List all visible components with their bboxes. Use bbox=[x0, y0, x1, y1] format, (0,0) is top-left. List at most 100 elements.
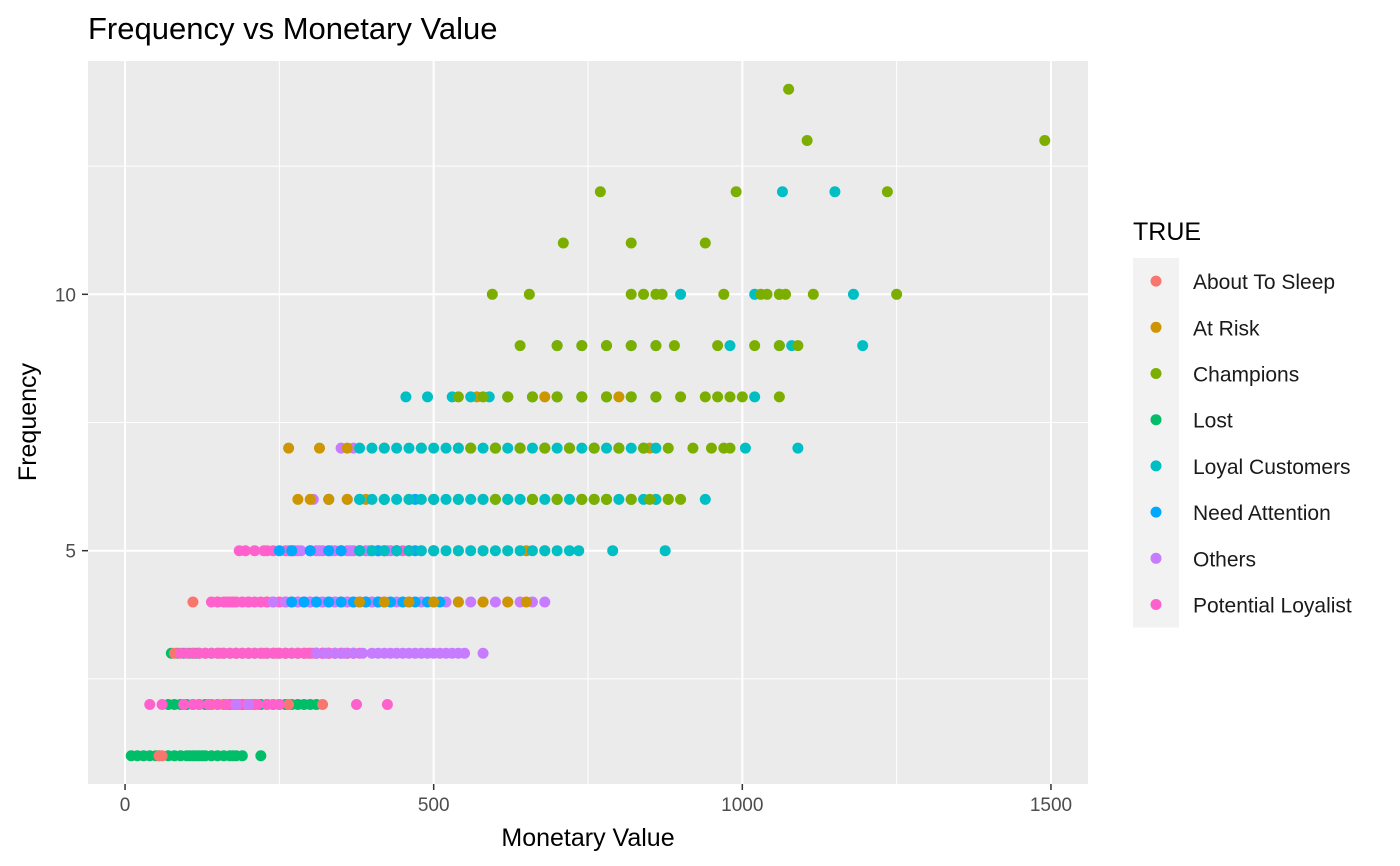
data-point bbox=[212, 699, 224, 711]
data-point bbox=[323, 545, 335, 557]
y-tick-label: 5 bbox=[65, 542, 76, 563]
data-point bbox=[347, 647, 359, 659]
data-point bbox=[650, 340, 662, 352]
data-point bbox=[428, 493, 440, 505]
data-point bbox=[613, 493, 625, 505]
data-point bbox=[662, 442, 674, 454]
data-point bbox=[351, 699, 363, 711]
data-point bbox=[526, 545, 538, 557]
data-point bbox=[625, 340, 637, 352]
y-tick-label: 10 bbox=[55, 285, 76, 306]
data-point bbox=[391, 493, 403, 505]
data-point bbox=[857, 340, 869, 352]
data-point bbox=[178, 699, 190, 711]
data-point bbox=[625, 442, 637, 454]
data-point bbox=[668, 340, 680, 352]
y-axis-title: Frequency bbox=[14, 362, 42, 481]
data-point bbox=[378, 493, 390, 505]
x-axis: 0 500 1000 1500 bbox=[120, 784, 1072, 816]
data-point bbox=[338, 647, 350, 659]
data-point bbox=[650, 391, 662, 403]
data-point bbox=[847, 288, 859, 300]
data-point bbox=[187, 596, 199, 608]
data-point bbox=[440, 545, 452, 557]
data-point bbox=[477, 442, 489, 454]
data-point bbox=[465, 442, 477, 454]
data-point bbox=[144, 699, 156, 711]
data-point bbox=[403, 545, 415, 557]
data-point bbox=[551, 391, 563, 403]
legend: TRUE About To Sleep At Risk Champions Lost L… bbox=[1133, 218, 1352, 628]
data-point bbox=[477, 493, 489, 505]
data-point bbox=[341, 493, 353, 505]
data-point bbox=[477, 596, 489, 608]
data-point bbox=[381, 699, 393, 711]
data-point bbox=[625, 237, 637, 249]
data-point bbox=[502, 545, 514, 557]
data-point bbox=[526, 493, 538, 505]
legend-key bbox=[1150, 275, 1162, 287]
legend-key bbox=[1150, 368, 1162, 379]
data-point bbox=[249, 545, 261, 557]
data-point bbox=[313, 545, 325, 557]
data-point bbox=[514, 545, 526, 557]
data-point bbox=[366, 545, 378, 557]
data-point bbox=[739, 442, 751, 454]
data-point bbox=[193, 699, 205, 711]
legend-key bbox=[1150, 414, 1162, 426]
data-point bbox=[705, 442, 717, 454]
legend-label: About To Sleep bbox=[1193, 271, 1335, 294]
data-point bbox=[514, 442, 526, 454]
plot-panel bbox=[88, 61, 1088, 784]
data-point bbox=[601, 391, 613, 403]
x-tick-label: 0 bbox=[120, 795, 131, 816]
data-point bbox=[298, 596, 310, 608]
data-point bbox=[780, 288, 792, 300]
data-point bbox=[415, 545, 427, 557]
data-point bbox=[400, 391, 412, 403]
data-point bbox=[489, 596, 501, 608]
x-tick-label: 1500 bbox=[1030, 795, 1072, 816]
data-point bbox=[502, 596, 514, 608]
data-point bbox=[354, 442, 366, 454]
legend-key bbox=[1150, 552, 1162, 564]
data-point bbox=[601, 493, 613, 505]
data-point bbox=[489, 545, 501, 557]
data-point bbox=[539, 442, 551, 454]
data-point bbox=[255, 750, 267, 762]
data-point bbox=[267, 596, 279, 608]
legend-label: At Risk bbox=[1193, 317, 1260, 340]
data-point bbox=[502, 493, 514, 505]
data-point bbox=[236, 750, 248, 762]
data-point bbox=[613, 442, 625, 454]
data-point bbox=[675, 288, 687, 300]
data-point bbox=[563, 545, 575, 557]
data-point bbox=[403, 442, 415, 454]
legend-title: TRUE bbox=[1133, 218, 1201, 246]
data-point bbox=[625, 493, 637, 505]
data-point bbox=[323, 493, 335, 505]
data-point bbox=[724, 340, 736, 352]
data-point bbox=[440, 442, 452, 454]
data-point bbox=[563, 442, 575, 454]
data-point bbox=[286, 596, 298, 608]
data-point bbox=[699, 391, 711, 403]
data-point bbox=[313, 442, 325, 454]
data-point bbox=[428, 596, 440, 608]
data-point bbox=[557, 237, 569, 249]
data-point bbox=[588, 493, 600, 505]
data-point bbox=[403, 493, 415, 505]
data-point bbox=[465, 493, 477, 505]
data-point bbox=[477, 647, 489, 659]
data-point bbox=[335, 545, 347, 557]
data-point bbox=[344, 545, 356, 557]
data-point bbox=[230, 699, 242, 711]
data-point bbox=[1039, 134, 1051, 146]
data-point bbox=[526, 391, 538, 403]
data-point bbox=[687, 442, 699, 454]
x-axis-title: Monetary Value bbox=[501, 824, 674, 852]
data-point bbox=[576, 493, 588, 505]
data-point bbox=[749, 391, 761, 403]
data-point bbox=[310, 596, 322, 608]
data-point bbox=[452, 545, 464, 557]
